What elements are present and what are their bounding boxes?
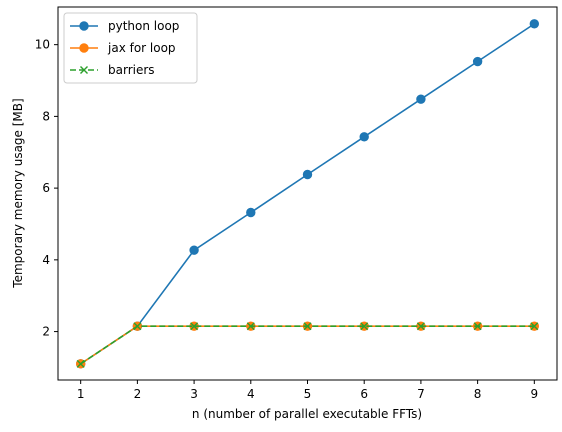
data-point-series-0 [529, 19, 540, 29]
y-tick-label: 4 [42, 253, 50, 267]
data-point-series-0 [416, 94, 426, 104]
x-tick-label: 7 [417, 387, 425, 401]
series-line-2 [80, 325, 535, 365]
legend-marker-1 [79, 43, 89, 53]
y-tick-label: 8 [42, 109, 50, 123]
x-tick-label: 6 [360, 387, 368, 401]
data-point-series-2 [190, 322, 199, 331]
data-point-series-0 [472, 56, 483, 67]
data-point-series-2 [133, 322, 142, 331]
legend: python loop jax for loop barriers [63, 12, 198, 84]
data-point-series-2 [76, 359, 85, 368]
legend-label-2: barriers [108, 63, 155, 77]
x-axis-label: n (number of parallel executable FFTs) [192, 407, 422, 421]
y-tick-label: 10 [35, 38, 50, 52]
data-point-series-0 [359, 132, 369, 142]
plot-marks [75, 19, 540, 369]
data-point-series-2 [360, 322, 369, 331]
y-axis-label: Temporary memory usage [MB] [11, 98, 25, 288]
x-tick-label: 9 [530, 387, 538, 401]
y-tick-label: 2 [42, 325, 50, 339]
series-line-1 [80, 325, 535, 365]
data-point-series-2 [303, 322, 312, 331]
x-tick-label: 5 [304, 387, 312, 401]
x-tick-label: 2 [134, 387, 142, 401]
x-tick-label: 1 [77, 387, 85, 401]
data-point-series-2 [246, 322, 255, 331]
legend-marker-2 [80, 66, 88, 74]
legend-box [63, 12, 198, 84]
legend-marker-0 [79, 21, 89, 31]
x-tick-label: 4 [247, 387, 255, 401]
data-point-series-0 [302, 169, 313, 180]
y-axis-ticks: 2 4 6 8 10 [35, 38, 58, 339]
legend-entries: python loop jax for loop barriers [70, 19, 179, 77]
data-point-series-2 [473, 322, 482, 331]
x-tick-label: 3 [190, 387, 198, 401]
x-tick-label: 8 [474, 387, 482, 401]
x-axis-ticks: 1 2 3 4 5 6 7 8 9 [77, 380, 538, 401]
data-point-series-0 [189, 245, 199, 255]
legend-label-1: jax for loop [107, 41, 176, 55]
data-point-series-0 [246, 207, 256, 218]
data-point-series-2 [416, 322, 425, 331]
y-tick-label: 6 [42, 181, 50, 195]
data-point-series-2 [530, 322, 539, 331]
legend-label-0: python loop [108, 19, 179, 33]
